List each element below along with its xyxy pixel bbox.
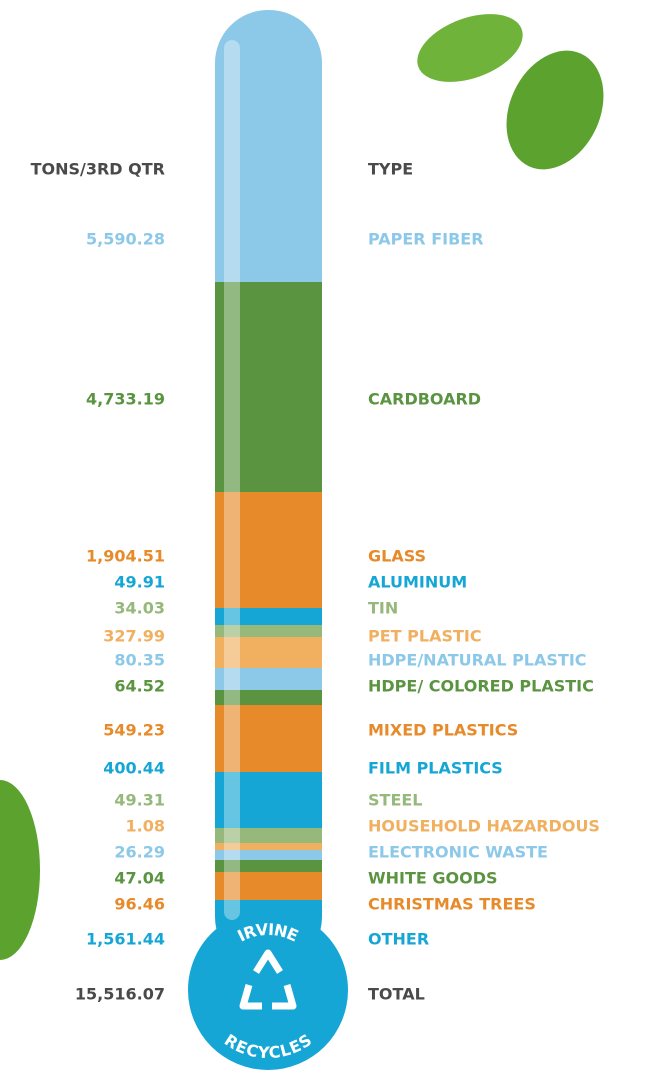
type: CARDBOARD xyxy=(368,390,481,409)
type: HDPE/ COLORED PLASTIC xyxy=(368,677,594,696)
segment xyxy=(180,850,360,860)
amount: 64.52 xyxy=(114,677,165,696)
total-type: TOTAL xyxy=(368,985,425,1004)
type: STEEL xyxy=(368,791,423,810)
type: HOUSEHOLD HAZARDOUS xyxy=(368,817,600,836)
segment xyxy=(180,828,360,843)
segment xyxy=(180,772,360,828)
segment xyxy=(180,492,360,608)
type: GLASS xyxy=(368,547,426,566)
amount: 1,904.51 xyxy=(86,547,165,566)
amount: 1,561.44 xyxy=(86,930,165,949)
type: HDPE/NATURAL PLASTIC xyxy=(368,651,587,670)
segment xyxy=(180,860,360,872)
amount: 4,733.19 xyxy=(86,390,165,409)
amount: 47.04 xyxy=(114,869,165,888)
total-amount: 15,516.07 xyxy=(75,985,165,1004)
amount: 96.46 xyxy=(114,895,165,914)
segment xyxy=(180,668,360,690)
type: ELECTRONIC WASTE xyxy=(368,843,548,862)
type: TIN xyxy=(368,599,398,618)
segment xyxy=(180,843,360,850)
type: OTHER xyxy=(368,930,429,949)
amount: 34.03 xyxy=(114,599,165,618)
leaf-top xyxy=(408,1,622,185)
amount: 327.99 xyxy=(103,627,165,646)
amount: 5,590.28 xyxy=(86,230,165,249)
type: WHITE GOODS xyxy=(368,869,498,888)
segment xyxy=(180,0,360,282)
type: ALUMINUM xyxy=(368,573,467,592)
segment xyxy=(180,282,360,492)
header-type: TYPE xyxy=(368,160,413,179)
amount: 49.91 xyxy=(114,573,165,592)
header-amount: TONS/3RD QTR xyxy=(31,160,165,179)
segment xyxy=(180,690,360,705)
thermometer xyxy=(180,0,360,1071)
amount: 80.35 xyxy=(114,651,165,670)
type: FILM PLASTICS xyxy=(368,759,503,778)
type: PET PLASTIC xyxy=(368,627,482,646)
type: PAPER FIBER xyxy=(368,230,484,249)
type: MIXED PLASTICS xyxy=(368,721,518,740)
segment xyxy=(180,625,360,637)
infographic: IRVINE RECYCLES TONS/3RD QTR TYPE 15,516… xyxy=(0,0,650,1071)
segment xyxy=(180,872,360,900)
amount: 549.23 xyxy=(103,721,165,740)
highlight xyxy=(224,40,240,920)
amount: 26.29 xyxy=(114,843,165,862)
leaf-left xyxy=(0,780,40,960)
amount: 49.31 xyxy=(114,791,165,810)
segment xyxy=(180,637,360,668)
segment xyxy=(180,705,360,772)
amount: 400.44 xyxy=(103,759,165,778)
type: CHRISTMAS TREES xyxy=(368,895,536,914)
segment xyxy=(180,608,360,625)
amount: 1.08 xyxy=(126,817,165,836)
